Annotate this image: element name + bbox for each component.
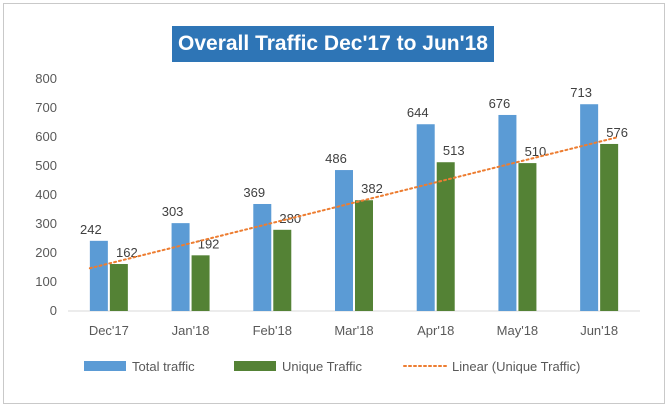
data-label: 513 [443, 143, 465, 158]
data-label: 486 [325, 151, 347, 166]
bar-total-traffic [580, 104, 599, 311]
legend-swatch-unique-traffic [234, 361, 276, 371]
bar-unique-traffic [355, 200, 373, 311]
y-tick-label: 100 [35, 274, 57, 289]
bar-total-traffic [416, 124, 435, 312]
bar-total-traffic [498, 114, 517, 312]
trendline [88, 136, 620, 270]
data-label: 576 [606, 125, 628, 140]
bar-unique-traffic [273, 229, 292, 311]
data-label: 303 [162, 204, 184, 219]
bar-total-traffic [89, 240, 108, 311]
x-tick-label: Mar'18 [334, 323, 373, 338]
bar-unique-traffic [600, 143, 619, 311]
x-tick-label: Feb'18 [253, 323, 292, 338]
y-tick-label: 600 [35, 129, 57, 144]
bar-total-traffic [171, 223, 190, 311]
bar-total-traffic [335, 170, 353, 311]
x-tick-label: Apr'18 [417, 323, 454, 338]
legend-label: Linear (Unique Traffic) [452, 359, 580, 374]
bar-total-traffic [253, 203, 272, 311]
x-tick-label: Jun'18 [580, 323, 618, 338]
legend-swatch-total-traffic [84, 361, 126, 371]
x-tick-label: Dec'17 [89, 323, 129, 338]
bar-unique-traffic [436, 162, 455, 311]
data-label: 382 [361, 181, 383, 196]
data-label: 369 [243, 185, 265, 200]
data-label: 162 [116, 245, 138, 260]
data-label: 644 [407, 105, 429, 120]
data-label: 676 [489, 96, 511, 111]
y-tick-label: 200 [35, 245, 57, 260]
bar-unique-traffic [109, 264, 128, 311]
data-label: 510 [525, 144, 547, 159]
y-tick-label: 800 [35, 71, 57, 86]
legend-label: Total traffic [132, 359, 195, 374]
x-tick-label: May'18 [497, 323, 539, 338]
bar-unique-traffic [191, 255, 210, 311]
legend-label: Unique Traffic [282, 359, 362, 374]
y-tick-label: 0 [50, 303, 57, 318]
y-tick-label: 700 [35, 100, 57, 115]
y-tick-label: 500 [35, 158, 57, 173]
chart-title: Overall Traffic Dec'17 to Jun'18 [172, 26, 494, 62]
y-tick-label: 300 [35, 216, 57, 231]
bar-unique-traffic [518, 163, 537, 311]
data-label: 713 [570, 85, 592, 100]
chart-frame [3, 3, 665, 404]
x-tick-label: Jan'18 [172, 323, 210, 338]
data-label: 242 [80, 222, 102, 237]
y-tick-label: 400 [35, 187, 57, 202]
